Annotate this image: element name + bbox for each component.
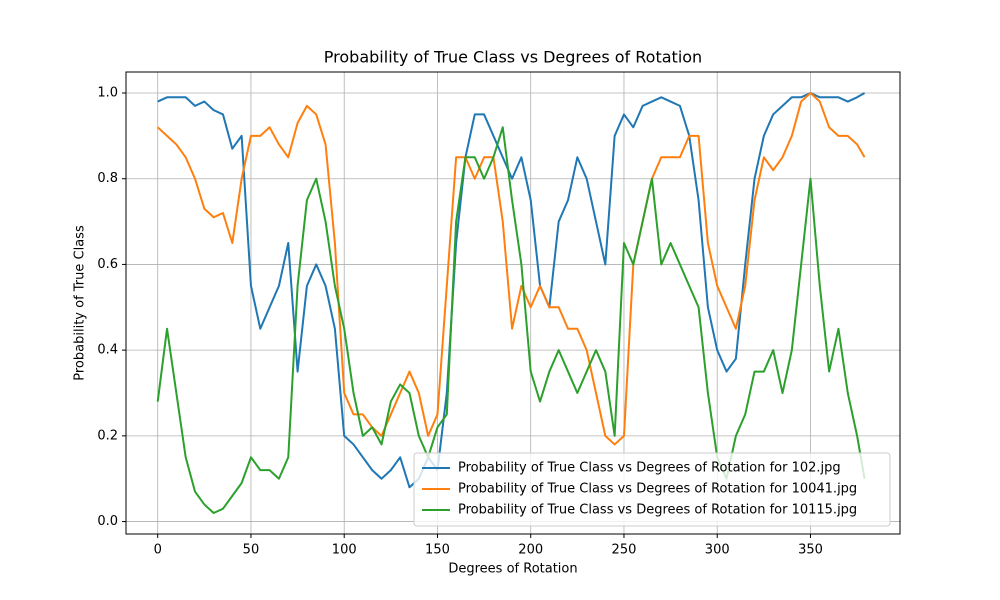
y-tick-label: 0.6 (97, 257, 118, 272)
y-tick-label: 0.4 (97, 343, 118, 358)
x-tick-label: 250 (612, 543, 637, 558)
y-axis-label: Probability of True Class (73, 225, 88, 381)
legend-label: Probability of True Class vs Degrees of … (458, 461, 841, 476)
x-tick-label: 350 (798, 543, 823, 558)
x-tick-label: 300 (705, 543, 730, 558)
legend-label: Probability of True Class vs Degrees of … (458, 482, 857, 497)
legend-box (413, 452, 891, 527)
x-tick-label: 0 (154, 543, 162, 558)
x-tick-label: 200 (518, 543, 543, 558)
series-line (157, 92, 866, 489)
x-tick-label: 50 (243, 543, 260, 558)
plot-frame (125, 71, 901, 535)
series-line (156, 126, 866, 514)
y-tick-label: 0.2 (97, 428, 118, 443)
y-tick-label: 0.8 (97, 171, 118, 186)
x-tick-label: 100 (332, 543, 357, 558)
y-tick-label: 0.0 (97, 514, 118, 529)
x-axis-label: Degrees of Rotation (448, 562, 577, 577)
y-tick-label: 1.0 (97, 86, 118, 101)
legend-label: Probability of True Class vs Degrees of … (458, 503, 857, 518)
series-line (157, 92, 866, 446)
x-tick-label: 150 (425, 543, 450, 558)
chart-title: Probability of True Class vs Degrees of … (324, 48, 702, 67)
